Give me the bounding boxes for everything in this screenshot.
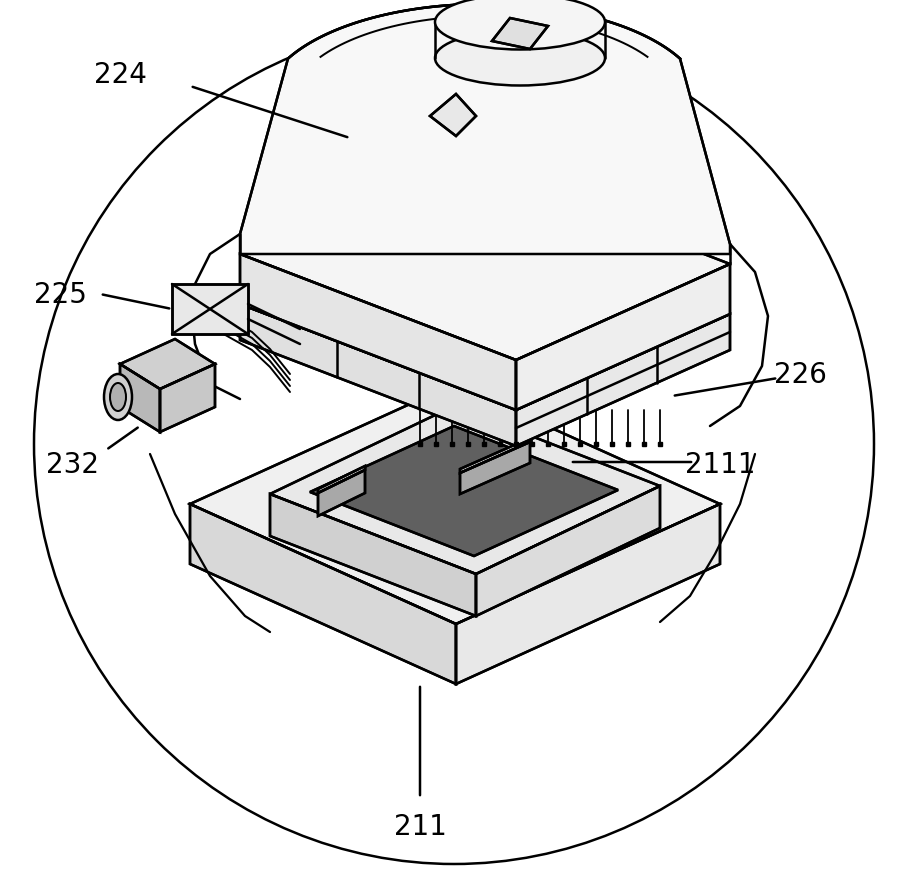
Polygon shape <box>456 504 720 684</box>
Text: 226: 226 <box>774 360 826 389</box>
Ellipse shape <box>110 384 126 411</box>
Polygon shape <box>120 365 160 433</box>
Polygon shape <box>270 407 660 574</box>
Text: 2111: 2111 <box>685 451 755 478</box>
Polygon shape <box>516 315 730 446</box>
Polygon shape <box>492 19 548 50</box>
Ellipse shape <box>435 0 605 50</box>
Polygon shape <box>190 384 720 624</box>
Polygon shape <box>240 159 730 360</box>
Polygon shape <box>160 365 215 433</box>
Polygon shape <box>172 284 248 334</box>
Polygon shape <box>240 305 516 446</box>
Polygon shape <box>190 504 456 684</box>
Polygon shape <box>318 467 365 493</box>
Polygon shape <box>270 494 476 616</box>
Polygon shape <box>460 439 530 474</box>
Text: 232: 232 <box>45 451 98 478</box>
Polygon shape <box>120 340 215 390</box>
Text: 225: 225 <box>34 281 86 308</box>
Polygon shape <box>430 95 476 137</box>
Text: 224: 224 <box>94 61 146 89</box>
Polygon shape <box>240 209 730 410</box>
Polygon shape <box>240 5 730 255</box>
Polygon shape <box>318 470 365 517</box>
Text: 211: 211 <box>393 812 447 840</box>
Polygon shape <box>516 265 730 410</box>
Ellipse shape <box>435 31 605 87</box>
Polygon shape <box>310 426 618 556</box>
Polygon shape <box>476 486 660 616</box>
Polygon shape <box>240 255 516 410</box>
Ellipse shape <box>104 375 132 420</box>
Polygon shape <box>460 443 530 494</box>
